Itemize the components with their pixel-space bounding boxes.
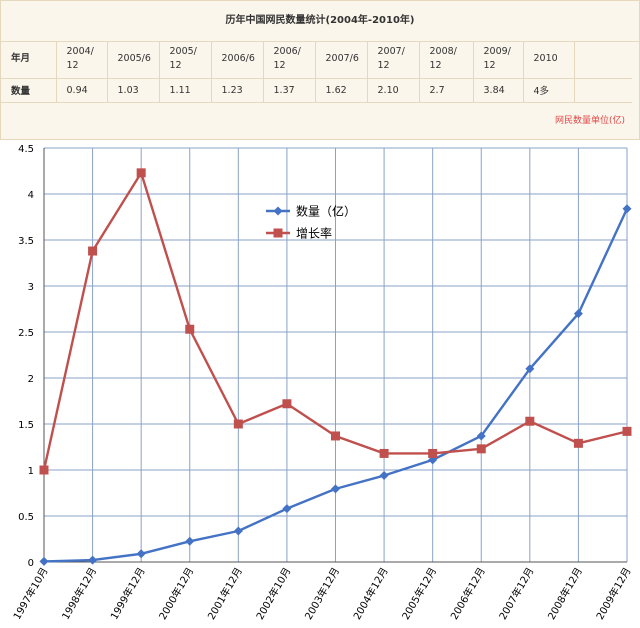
header-cell: 2008/12 <box>419 41 474 79</box>
y-tick-label: 0.5 <box>18 512 34 523</box>
x-tick-label: 2006年12月 <box>447 565 487 622</box>
series-layer <box>39 168 632 566</box>
data-point-diamond <box>136 549 146 559</box>
data-point-square <box>331 431 340 441</box>
legend-label: 数量（亿） <box>296 204 356 219</box>
header-cell: 2009/12 <box>473 41 524 79</box>
watermark: 网民数量单位(亿) <box>554 116 625 126</box>
header-cell-empty <box>574 41 632 79</box>
data-point-square <box>185 324 195 334</box>
header-cell: 2006/12 <box>263 41 316 79</box>
data-point-square <box>88 246 98 256</box>
data-point-diamond <box>282 504 292 514</box>
header-cell: 2005/12 <box>159 41 212 79</box>
legend-label: 增长率 <box>296 226 332 241</box>
value-cell: 4多 <box>523 78 575 103</box>
value-cell: 1.23 <box>211 78 264 103</box>
y-tick-label: 4.5 <box>18 144 34 155</box>
data-point-square <box>622 426 632 436</box>
value-cell: 1.62 <box>315 78 368 103</box>
value-cell: 2.10 <box>367 78 420 103</box>
y-tick-label: 3.5 <box>18 236 34 247</box>
row-label-count: 数量 <box>1 78 57 103</box>
value-cell: 3.84 <box>473 78 524 103</box>
x-tick-label: 2009年12月 <box>593 565 633 622</box>
data-point-square <box>233 419 243 429</box>
legend-marker-diamond <box>273 206 283 216</box>
x-tick-label: 2002年10月 <box>253 565 293 622</box>
data-point-square <box>379 448 389 458</box>
data-point-diamond <box>622 204 632 214</box>
x-tick-label: 2008年12月 <box>545 565 585 622</box>
y-tick-label: 1.5 <box>18 420 34 431</box>
table-row-values: 数量 0.94 1.03 1.11 1.23 1.37 1.62 2.10 2.… <box>1 78 632 103</box>
value-cell: 1.37 <box>263 78 316 103</box>
x-tick-label: 2005年12月 <box>399 565 439 622</box>
data-point-diamond <box>331 484 340 494</box>
value-cell: 0.94 <box>56 78 108 103</box>
legend: 数量（亿） 增长率 <box>266 204 356 241</box>
stats-table: 年月 2004/12 2005/6 2005/12 2006/6 2006/12… <box>1 41 632 103</box>
y-tick-label: 0 <box>28 558 34 569</box>
y-tick-label: 1 <box>28 466 34 477</box>
data-point-diamond <box>88 555 98 565</box>
line-chart: 0 0.5 1 1.5 2 2.5 3 3.5 4 4.5 1997年10月 1998年12月 1999… <box>10 144 633 622</box>
header-cell: 2006/6 <box>211 41 264 79</box>
data-point-square <box>573 438 583 448</box>
data-point-square <box>476 444 486 454</box>
data-point-diamond <box>379 471 389 481</box>
data-point-square <box>39 465 49 475</box>
x-tick-label: 1998年12月 <box>59 565 99 622</box>
x-tick-label: 1999年12月 <box>107 565 147 622</box>
table-title: 历年中国网民数量统计(2004年-2010年) <box>1 1 639 42</box>
value-cell: 2.7 <box>419 78 474 103</box>
y-tick-label: 3 <box>28 282 34 293</box>
data-point-diamond <box>233 526 243 536</box>
y-tick-label: 4 <box>28 190 34 201</box>
data-point-square <box>428 448 438 458</box>
header-cell: 2007/12 <box>367 41 420 79</box>
x-tick-label: 2004年12月 <box>350 565 390 622</box>
data-point-square <box>282 399 292 409</box>
data-point-square <box>525 416 535 426</box>
data-point-diamond <box>39 556 49 566</box>
data-point-diamond <box>525 364 535 374</box>
value-cell: 1.11 <box>159 78 212 103</box>
legend-marker-square <box>273 228 283 238</box>
y-tick-label: 2.5 <box>18 328 34 339</box>
header-cell: 2004/12 <box>56 41 108 79</box>
header-cell: 2010 <box>523 41 575 79</box>
data-point-diamond <box>185 536 195 546</box>
value-cell: 1.03 <box>107 78 160 103</box>
row-label-date: 年月 <box>1 41 57 79</box>
data-point-diamond <box>573 309 583 319</box>
data-point-diamond <box>476 431 486 441</box>
x-tick-label: 2001年12月 <box>205 565 245 622</box>
x-tick-label: 2003年12月 <box>302 565 342 622</box>
data-point-square <box>136 168 146 178</box>
x-tick-label: 2007年12月 <box>496 565 536 622</box>
header-cell: 2005/6 <box>107 41 160 79</box>
y-tick-label: 2 <box>28 374 34 385</box>
value-cell-empty <box>574 78 632 103</box>
x-tick-label: 1997年10月 <box>10 565 50 622</box>
header-cell: 2007/6 <box>315 41 368 79</box>
x-tick-label: 2000年12月 <box>156 565 196 622</box>
table-row-header: 年月 2004/12 2005/6 2005/12 2006/6 2006/12… <box>1 41 632 79</box>
stats-panel: 历年中国网民数量统计(2004年-2010年) 年月 2004/12 2005/… <box>0 0 640 140</box>
